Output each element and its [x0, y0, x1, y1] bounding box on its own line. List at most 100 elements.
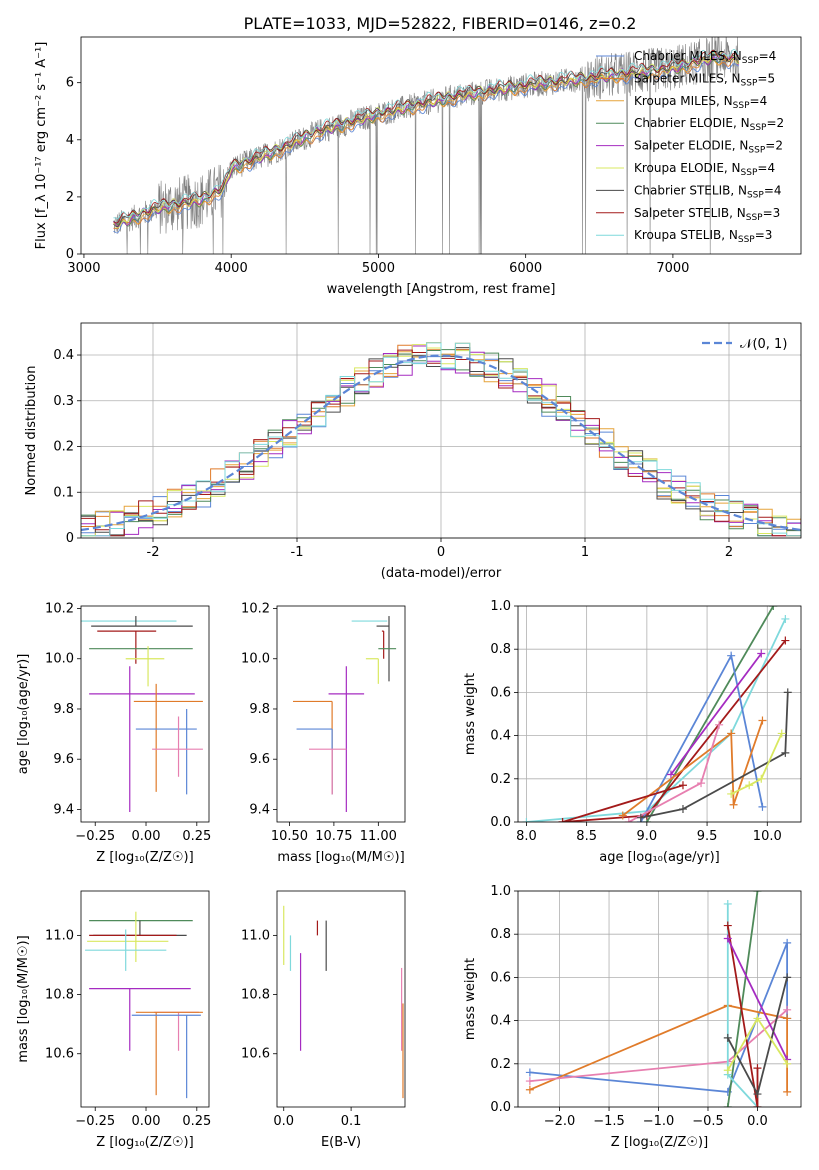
weight-point-marker — [783, 1059, 792, 1068]
weight-point-marker — [636, 813, 645, 822]
x-tick-label: 0 — [437, 545, 445, 560]
weight-point-marker — [753, 1090, 762, 1099]
x-tick-label: 5000 — [362, 261, 395, 276]
weight-point-marker — [753, 1103, 762, 1107]
weight-series-line — [726, 891, 759, 1107]
x-tick-label: 0.00 — [132, 829, 161, 844]
weight-point-marker — [525, 1068, 534, 1077]
weight-point-marker — [678, 805, 687, 814]
legend-label: Salpeter STELIB, NSSP=3 — [634, 206, 780, 223]
y-tick-label: 0.8 — [490, 642, 511, 657]
legend-label-sub: SSP — [746, 213, 763, 223]
x-axis-label: (data-model)/error — [381, 566, 502, 581]
x-axis-label: mass [log₁₀(M/M☉)] — [277, 850, 404, 865]
weight-series-line — [529, 1004, 788, 1092]
legend-label-text: Chabrier ELODIE, N — [634, 116, 750, 130]
weight-point-marker — [715, 720, 724, 729]
legend-label: Kroupa STELIB, NSSP=3 — [634, 228, 772, 245]
legend-label-text: Kroupa ELODIE, N — [634, 161, 741, 175]
x-axis-label: Z [log₁₀(Z/Z☉)] — [611, 1135, 708, 1150]
chart-weight_vs_age: 8.0 8.5 9.0 9.5 10.0 0.0 0.2 0.4 0.6 0.8 1.0 age [l… — [463, 599, 802, 865]
x-tick-label: −0.5 — [692, 1114, 724, 1129]
axes-frame — [517, 605, 802, 823]
x-tick-label: 0.0 — [747, 1114, 768, 1129]
weight-point-marker — [727, 789, 736, 798]
legend-label-sub: SSP — [747, 190, 764, 200]
x-tick-label: 10.50 — [271, 829, 308, 844]
legend-label-text: Kroupa STELIB, N — [634, 228, 738, 242]
chart-age_vs_mass: 10.50 10.75 11.00 9.4 9.6 9.8 10.0 10.2 mass [lo… — [241, 602, 406, 865]
y-tick-label: 10.8 — [241, 988, 270, 1003]
axes-frame — [276, 890, 406, 1108]
y-tick-label: 0.2 — [53, 440, 74, 455]
chart-age_vs_Z: −0.25 0.00 0.25 9.4 9.6 9.8 10.0 10.2 Z [log₁₀(Z… — [16, 602, 211, 865]
weight-point-marker — [781, 748, 790, 757]
legend-label-sub: SSP — [741, 168, 758, 178]
weight-point-marker — [666, 770, 675, 779]
y-tick-label: 0.0 — [490, 815, 511, 830]
y-tick-label: 0 — [66, 247, 74, 262]
x-tick-label: −2.0 — [544, 1114, 576, 1129]
errorbars — [85, 911, 203, 1099]
weight-point-marker — [723, 934, 732, 943]
x-axis-label: Z [log₁₀(Z/Z☉)] — [96, 850, 193, 865]
model-fit-line — [113, 48, 740, 220]
weight-series-line — [562, 784, 684, 822]
y-tick-label: 0.4 — [490, 1014, 511, 1029]
x-tick-label: 0.1 — [341, 1114, 362, 1129]
weight-point-marker — [723, 899, 732, 908]
weight-series-line — [726, 938, 788, 1060]
errorbars — [81, 616, 203, 812]
weight-point-marker — [723, 1103, 732, 1107]
weight-point-marker — [758, 716, 767, 725]
legend-label-sub: SSP — [750, 123, 767, 133]
x-tick-label: −0.25 — [75, 829, 115, 844]
x-tick-label: 9.0 — [637, 829, 658, 844]
weight-point-marker — [783, 938, 792, 947]
x-tick-label: −1.0 — [643, 1114, 675, 1129]
x-tick-label: -2 — [147, 545, 160, 560]
chart-mass_vs_ebv: 0.0 0.1 10.6 10.8 11.0 E(B-V) — [241, 890, 406, 1150]
chart-residuals: -2 -1 0 1 2 0 0.1 0.2 0.3 0.4 (data-model)/error No… — [24, 322, 802, 581]
legend-label-suffix: =3 — [763, 206, 781, 220]
y-axis-label: mass weight — [463, 958, 478, 1040]
x-tick-label: 3000 — [67, 261, 100, 276]
weight-point-marker — [753, 1014, 762, 1023]
weight-series-line — [562, 640, 787, 822]
y-axis-label: mass [log₁₀(M/M☉)] — [16, 935, 31, 1062]
histograms — [81, 342, 801, 537]
weight-point-marker — [697, 779, 706, 788]
x-tick-label: 10.75 — [315, 829, 352, 844]
y-tick-label: 0.4 — [490, 729, 511, 744]
legend-label: Chabrier STELIB, NSSP=4 — [634, 183, 782, 200]
legend-label: Chabrier ELODIE, NSSP=2 — [634, 116, 784, 133]
x-tick-label: 7000 — [656, 261, 689, 276]
legend-label-text: Salpeter STELIB, N — [634, 206, 746, 220]
x-tick-label: 9.5 — [697, 829, 718, 844]
legend-label-suffix: =4 — [759, 49, 777, 63]
y-tick-label: 10.0 — [45, 652, 74, 667]
legend-label-text: Salpeter ELODIE, N — [634, 139, 748, 153]
weight-series-line — [730, 733, 783, 795]
y-tick-label: 10.8 — [45, 988, 74, 1003]
legend-label-sub: SSP — [741, 78, 758, 88]
legend-label: Chabrier MILES, NSSP=4 — [634, 49, 776, 66]
weight-point-marker — [727, 651, 736, 660]
x-tick-label: -1 — [291, 545, 304, 560]
x-tick-label: 10.0 — [753, 829, 782, 844]
weight-series-line — [726, 925, 759, 1107]
x-tick-label: 0.25 — [182, 1114, 211, 1129]
y-axis-label: mass weight — [463, 673, 478, 755]
legend-label-suffix: =2 — [766, 116, 784, 130]
weight-point-marker — [558, 818, 567, 822]
x-tick-label: 8.5 — [576, 829, 597, 844]
weight-point-marker — [783, 1087, 792, 1096]
model-fit-line — [113, 56, 739, 234]
x-tick-label: 6000 — [509, 261, 542, 276]
legend-label: Kroupa ELODIE, NSSP=4 — [634, 161, 775, 178]
legend-label-suffix: =4 — [764, 183, 782, 197]
y-tick-label: 1.0 — [490, 884, 511, 899]
weight-point-marker — [723, 1066, 732, 1075]
x-tick-label: 0.0 — [273, 1114, 294, 1129]
legend-label-sub: SSP — [733, 101, 750, 111]
